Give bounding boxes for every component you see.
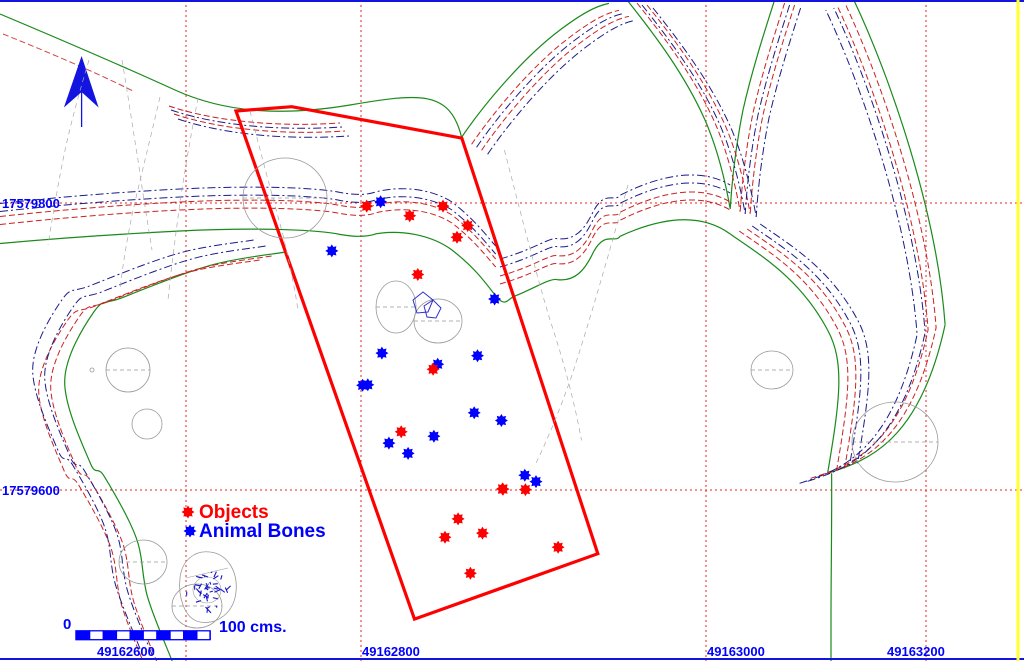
svg-text:49163000: 49163000 xyxy=(707,644,765,659)
svg-text:49162800: 49162800 xyxy=(362,644,420,659)
svg-text:49163200: 49163200 xyxy=(887,644,945,659)
svg-text:17579600: 17579600 xyxy=(2,483,60,498)
svg-text:17579800: 17579800 xyxy=(2,196,60,211)
svg-text:Animal Bones: Animal Bones xyxy=(199,521,326,542)
svg-text:Objects: Objects xyxy=(199,502,269,523)
svg-text:49162600: 49162600 xyxy=(97,644,155,659)
svg-text:0: 0 xyxy=(63,616,71,633)
svg-text:100 cms.: 100 cms. xyxy=(219,619,287,636)
